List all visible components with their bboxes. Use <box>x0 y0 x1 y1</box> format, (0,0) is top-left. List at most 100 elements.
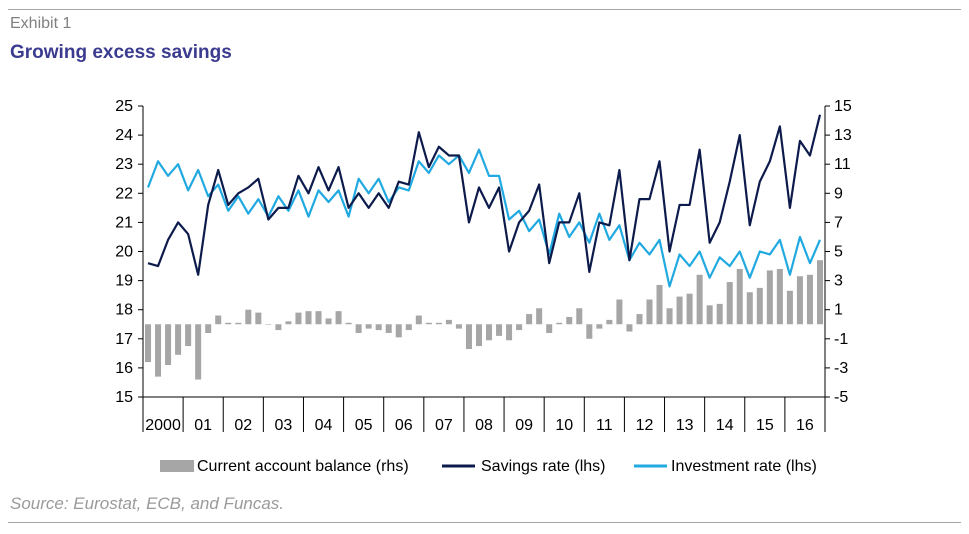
bar-current-account <box>656 284 663 325</box>
left-tick-label: 20 <box>115 244 133 261</box>
bar-current-account <box>736 268 743 325</box>
legend-label-investment: Investment rate (lhs) <box>671 458 817 475</box>
right-tick-label: -3 <box>834 360 848 377</box>
bar-current-account <box>486 324 493 341</box>
bar-current-account <box>496 324 503 336</box>
bar-current-account <box>195 324 202 380</box>
right-tick-label: 1 <box>834 302 843 319</box>
right-tick-label: 3 <box>834 273 843 290</box>
bar-current-account <box>305 311 312 325</box>
right-tick-label: 7 <box>834 214 843 231</box>
bar-current-account <box>155 324 162 377</box>
bar-current-account <box>806 274 813 325</box>
bar-current-account <box>596 324 603 329</box>
left-tick-label: 18 <box>115 302 133 319</box>
current-account-bars <box>145 260 823 380</box>
bar-current-account <box>756 287 763 325</box>
bar-current-account <box>566 316 573 325</box>
bar-current-account <box>365 324 372 329</box>
bar-current-account <box>395 324 402 338</box>
x-tick-label: 15 <box>756 417 774 434</box>
right-tick-label: 15 <box>834 98 852 115</box>
bar-current-account <box>445 319 452 325</box>
bar-current-account <box>465 324 472 349</box>
bar-current-account <box>245 309 252 325</box>
legend-label-savings: Savings rate (lhs) <box>481 458 606 475</box>
bar-current-account <box>285 321 292 325</box>
x-tick-label: 07 <box>435 417 453 434</box>
legend-swatch-current-account <box>160 460 194 472</box>
bar-current-account <box>235 322 242 325</box>
left-tick-label: 21 <box>115 214 133 231</box>
bar-current-account <box>405 324 412 331</box>
bar-current-account <box>816 260 823 325</box>
bar-current-account <box>766 270 773 325</box>
x-tick-label: 16 <box>796 417 814 434</box>
bar-current-account <box>375 324 382 331</box>
bar-current-account <box>335 311 342 325</box>
bar-current-account <box>145 324 152 363</box>
bar-current-account <box>345 322 352 325</box>
left-tick-label: 16 <box>115 360 133 377</box>
left-tick-label: 24 <box>115 127 133 144</box>
bar-current-account <box>295 312 302 325</box>
bar-current-account <box>796 276 803 325</box>
bar-current-account <box>225 322 232 325</box>
rate-lines <box>146 114 822 288</box>
bar-current-account <box>666 308 673 325</box>
bar-current-account <box>506 324 513 341</box>
right-tick-label: 11 <box>834 156 851 173</box>
x-tick-label: 14 <box>716 417 734 434</box>
bar-current-account <box>616 299 623 325</box>
bar-current-account <box>556 322 563 325</box>
bar-current-account <box>265 324 272 325</box>
x-tick-label: 11 <box>596 417 613 434</box>
savings-rate-line <box>147 114 822 276</box>
bar-current-account <box>455 324 462 329</box>
bar-current-account <box>385 324 392 333</box>
exhibit-label: Exhibit 1 <box>10 15 72 32</box>
left-tick-label: 17 <box>115 331 133 348</box>
left-tick-label: 23 <box>115 156 133 173</box>
x-tick-label: 03 <box>275 417 293 434</box>
bar-current-account <box>546 324 553 333</box>
right-tick-label: 9 <box>834 185 843 202</box>
bar-current-account <box>165 324 172 365</box>
bar-current-account <box>696 274 703 325</box>
bar-current-account <box>255 312 262 325</box>
bar-current-account <box>355 324 362 333</box>
bar-current-account <box>536 308 543 325</box>
x-tick-label: 04 <box>315 417 333 434</box>
right-tick-label: 13 <box>834 127 852 144</box>
bar-current-account <box>175 324 182 355</box>
bar-current-account <box>215 315 222 325</box>
left-tick-label: 19 <box>115 273 133 290</box>
legend: Current account balance (rhs) Savings ra… <box>160 458 817 475</box>
bar-current-account <box>185 324 192 347</box>
left-tick-label: 25 <box>115 98 133 115</box>
x-tick-label: 08 <box>475 417 493 434</box>
bar-current-account <box>526 314 533 325</box>
x-tick-label: 12 <box>636 417 654 434</box>
bar-current-account <box>606 319 613 325</box>
x-tick-label: 05 <box>355 417 373 434</box>
bar-current-account <box>415 315 422 325</box>
chart-title: Growing excess savings <box>10 42 232 63</box>
legend-label-current-account: Current account balance (rhs) <box>197 458 409 475</box>
bar-current-account <box>275 324 282 331</box>
bottom-rule <box>8 522 961 523</box>
bar-current-account <box>425 322 432 325</box>
x-tick-label: 09 <box>515 417 533 434</box>
bar-current-account <box>746 292 753 325</box>
x-tick-label: 06 <box>395 417 413 434</box>
bar-current-account <box>646 299 653 325</box>
investment-rate-line <box>146 148 822 288</box>
x-tick-label: 13 <box>676 417 694 434</box>
bar-current-account <box>586 324 593 339</box>
bar-current-account <box>325 318 332 325</box>
right-tick-label: -5 <box>834 389 848 406</box>
bar-current-account <box>516 324 523 331</box>
x-tick-label: 10 <box>555 417 573 434</box>
x-tick-label: 01 <box>194 417 212 434</box>
